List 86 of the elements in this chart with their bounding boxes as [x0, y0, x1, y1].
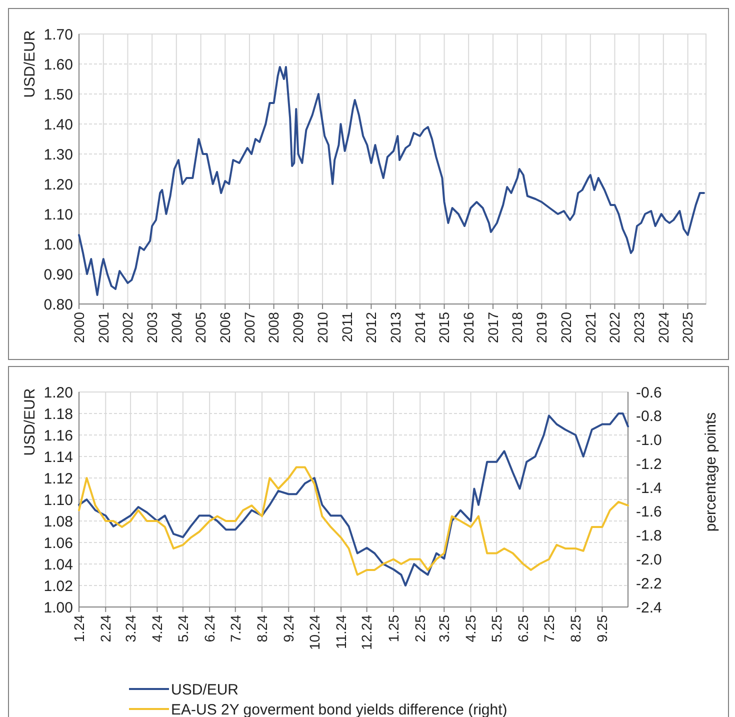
y-tick-label: 1.12 [44, 470, 73, 488]
legend-label: EA-US 2Y goverment bond yields difference (right) [171, 701, 508, 717]
x-tick-label: 3.25 [436, 614, 452, 642]
x-tick-label: 8.25 [567, 614, 584, 642]
y-tick-label: 1.10 [44, 492, 73, 509]
line-series [78, 466, 629, 576]
y-tick-label: 1.20 [44, 384, 73, 402]
x-tick-label: 2006 [217, 312, 234, 344]
x-tick-label: 5.25 [488, 614, 504, 642]
x-tick-label: 2.24 [98, 614, 114, 642]
x-tick-label: 2016 [460, 312, 476, 344]
x-tick-label: 7.25 [540, 614, 557, 642]
y2-tick-label: -0.8 [636, 408, 662, 426]
y2-tick-label: -2.4 [636, 599, 662, 616]
x-tick-label: 2023 [630, 312, 647, 344]
x-tick-label: 3.24 [122, 614, 138, 642]
y-tick-label: 1.10 [44, 206, 73, 224]
x-tick-label: 2014 [412, 312, 428, 344]
x-tick-label: 4.24 [149, 614, 166, 642]
x-tick-label: 1.25 [385, 614, 402, 642]
y-tick-label: 1.02 [44, 578, 73, 595]
y-tick-label: 1.18 [44, 406, 73, 423]
x-tick-label: 2009 [290, 312, 306, 344]
x-tick-label: 2007 [241, 312, 258, 344]
x-tick-label: 2008 [266, 312, 282, 344]
x-tick-label: 2025 [680, 312, 696, 344]
x-tick-label: 2000 [70, 312, 87, 344]
y-tick-label: 1.60 [44, 56, 73, 74]
x-tick-label: 4.25 [462, 614, 479, 642]
y-tick-label: 1.00 [44, 599, 73, 616]
y-tick-label: 1.00 [44, 236, 73, 254]
x-tick-label: 2004 [168, 312, 184, 344]
y-tick-label: 1.14 [44, 448, 73, 466]
x-tick-label: 9.25 [594, 614, 610, 642]
x-tick-label: 2013 [388, 312, 404, 344]
x-tick-label: 12.24 [358, 614, 375, 650]
x-tick-label: 2019 [534, 312, 550, 344]
y-tick-label: 1.70 [44, 26, 73, 44]
x-tick-label: 2021 [582, 312, 598, 344]
y-tick-label: 1.30 [44, 146, 73, 164]
y-tick-label: 1.06 [44, 534, 73, 552]
y-tick-label: 0.90 [44, 266, 73, 284]
x-tick-label: 7.24 [227, 614, 244, 642]
x-tick-label: 2002 [120, 312, 136, 344]
x-tick-label: 2020 [558, 312, 574, 344]
x-tick-label: 9.24 [280, 614, 297, 642]
y2-tick-label: -1.6 [636, 504, 662, 521]
x-tick-label: 2024 [655, 312, 672, 344]
line-series [78, 66, 705, 296]
y2-tick-label: -1.0 [636, 432, 662, 450]
y-tick-label: 0.80 [44, 296, 73, 314]
y-tick-label: 1.20 [44, 176, 73, 194]
x-tick-label: 11.24 [332, 614, 349, 649]
x-tick-label: 2005 [192, 312, 209, 344]
x-tick-label: 2012 [363, 312, 380, 344]
x-tick-label: 6.25 [515, 614, 532, 642]
x-tick-label: 2.25 [412, 614, 428, 642]
x-tick-label: 2022 [606, 312, 623, 344]
y2-axis-title: percentage points [702, 412, 720, 532]
y2-tick-label: -0.6 [636, 384, 662, 402]
line-series [78, 412, 629, 586]
y-tick-label: 1.08 [44, 513, 73, 530]
x-tick-label: 6.24 [201, 614, 218, 642]
y-tick-label: 1.40 [44, 116, 73, 134]
y-tick-label: 1.16 [44, 427, 73, 444]
x-tick-label: 2001 [95, 312, 112, 344]
x-tick-label: 2018 [509, 312, 526, 344]
x-tick-label: 5.24 [174, 614, 191, 642]
x-tick-label: 2003 [144, 312, 160, 344]
y-tick-label: 1.04 [44, 556, 73, 574]
x-tick-label: 1.24 [70, 614, 87, 642]
x-tick-label: 2010 [314, 312, 330, 344]
y2-tick-label: -2.0 [636, 551, 662, 568]
x-tick-label: 2011 [338, 312, 355, 342]
y-tick-label: 1.50 [44, 86, 73, 104]
y2-tick-label: -1.8 [636, 528, 662, 545]
x-tick-label: 2015 [436, 312, 452, 344]
y2-tick-label: -1.4 [636, 480, 662, 497]
y2-tick-label: -1.2 [636, 456, 662, 473]
legend-label: USD/EUR [171, 681, 239, 698]
y-axis-title: USD/EUR [21, 30, 38, 98]
y2-tick-label: -2.2 [636, 575, 662, 592]
x-tick-label: 10.24 [306, 614, 322, 650]
x-tick-label: 2017 [484, 312, 501, 344]
x-tick-label: 8.24 [254, 614, 270, 642]
y-axis-title: USD/EUR [21, 388, 38, 456]
